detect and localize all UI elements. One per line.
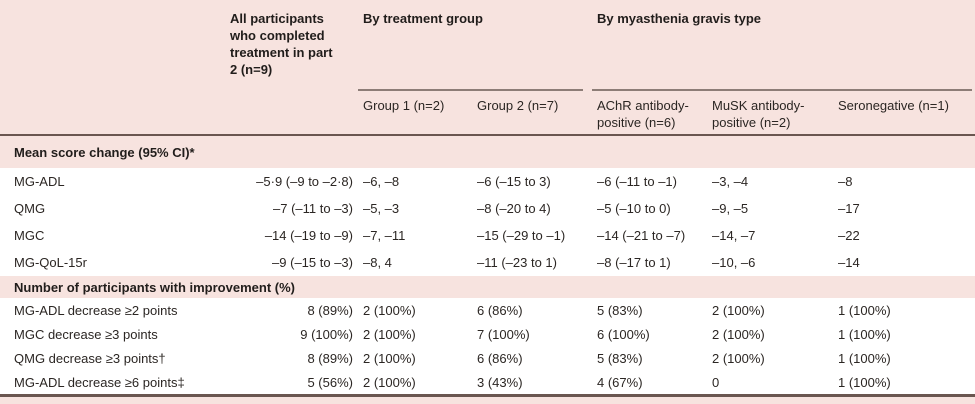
cell-value: –8 (–20 to 4) xyxy=(477,201,551,216)
cell-value: 3 (43%) xyxy=(477,374,523,390)
cell-value: –3, –4 xyxy=(712,174,749,189)
table-footer-strip xyxy=(0,397,975,404)
row-label: QMG decrease ≥3 points† xyxy=(14,350,166,366)
cell-value: –17 xyxy=(838,201,860,216)
table-row: MGC decrease ≥3 points 9 (100%) 2 (100%)… xyxy=(0,322,975,346)
treatment-group-spanner-rule xyxy=(358,89,583,91)
cell-value: –14 (–21 to –7) xyxy=(597,228,686,243)
cell-value: 8 (89%) xyxy=(307,302,353,318)
cell-value: –14, –7 xyxy=(712,228,756,243)
table-row: QMG decrease ≥3 points† 8 (89%) 2 (100%)… xyxy=(0,346,975,370)
row-label: QMG xyxy=(14,201,46,216)
row-label: MG-QoL-15r xyxy=(14,255,87,270)
cell-value: –8, 4 xyxy=(363,255,392,270)
section-title-mean-score-change: Mean score change (95% CI)* xyxy=(0,136,975,168)
cell-value: –9 (–15 to –3) xyxy=(272,255,353,270)
subcolumn-header-achr: AChR antibody-positive (n=6) xyxy=(597,98,689,130)
table-header-band: All participants who completed treatment… xyxy=(0,0,975,134)
column-header-all-participants: All participants who completed treatment… xyxy=(230,11,333,77)
cell-value: 2 (100%) xyxy=(712,350,765,366)
cell-value: –6 (–15 to 3) xyxy=(477,174,551,189)
table-row: MG-QoL-15r –9 (–15 to –3) –8, 4 –11 (–23… xyxy=(0,249,975,276)
table-row: MGC –14 (–19 to –9) –7, –11 –15 (–29 to … xyxy=(0,222,975,249)
cell-value: –5 (–10 to 0) xyxy=(597,201,671,216)
table-row: QMG –7 (–11 to –3) –5, –3 –8 (–20 to 4) … xyxy=(0,195,975,222)
row-label: MGC decrease ≥3 points xyxy=(14,326,158,342)
column-group-header-treatment: By treatment group xyxy=(363,11,483,26)
cell-value: 6 (100%) xyxy=(597,326,650,342)
subcolumn-header-musk: MuSK antibody-positive (n=2) xyxy=(712,98,805,130)
cell-value: –7, –11 xyxy=(363,228,406,243)
column-group-header-mg-type: By myasthenia gravis type xyxy=(597,11,762,26)
cell-value: –22 xyxy=(838,228,860,243)
row-label: MG-ADL decrease ≥6 points‡ xyxy=(14,374,185,390)
subcolumn-header-group2: Group 2 (n=7) xyxy=(477,98,559,113)
cell-value: 1 (100%) xyxy=(838,350,891,366)
table-top-rule xyxy=(0,134,975,136)
cell-value: 5 (56%) xyxy=(307,374,353,390)
cell-value: 2 (100%) xyxy=(363,374,416,390)
cell-value: 1 (100%) xyxy=(838,374,891,390)
row-label: MGC xyxy=(14,228,45,243)
cell-value: 2 (100%) xyxy=(363,326,416,342)
cell-value: 5 (83%) xyxy=(597,350,643,366)
cell-value: 2 (100%) xyxy=(712,326,765,342)
row-label: MG-ADL xyxy=(14,174,65,189)
mg-type-spanner-rule xyxy=(592,89,972,91)
section-improvement-rows: MG-ADL decrease ≥2 points 8 (89%) 2 (100… xyxy=(0,298,975,394)
cell-value: 4 (67%) xyxy=(597,374,643,390)
cell-value: 2 (100%) xyxy=(363,350,416,366)
cell-value: 1 (100%) xyxy=(838,326,891,342)
cell-value: 1 (100%) xyxy=(838,302,891,318)
cell-value: 2 (100%) xyxy=(712,302,765,318)
cell-value: –9, –5 xyxy=(712,201,749,216)
cell-value: –11 (–23 to 1) xyxy=(477,255,557,270)
cell-value: 5 (83%) xyxy=(597,302,643,318)
cell-value: –15 (–29 to –1) xyxy=(477,228,566,243)
cell-value: 0 xyxy=(712,374,720,390)
cell-value: –5, –3 xyxy=(363,201,400,216)
cell-value: –14 (–19 to –9) xyxy=(264,228,353,243)
table-row: MG-ADL –5·9 (–9 to –2·8) –6, –8 –6 (–15 … xyxy=(0,168,975,195)
cell-value: –8 (–17 to 1) xyxy=(597,255,671,270)
subcolumn-header-seronegative: Seronegative (n=1) xyxy=(838,98,949,113)
cell-value: 2 (100%) xyxy=(363,302,416,318)
cell-value: –7 (–11 to –3) xyxy=(273,201,353,216)
cell-value: –14 xyxy=(838,255,860,270)
table-bottom-rule xyxy=(0,394,975,397)
cell-value: 6 (86%) xyxy=(477,302,523,318)
cell-value: –10, –6 xyxy=(712,255,756,270)
cell-value: –6, –8 xyxy=(363,174,400,189)
subcolumn-header-group1: Group 1 (n=2) xyxy=(363,98,445,113)
section-title-participants-improvement: Number of participants with improvement … xyxy=(0,276,975,298)
cell-value: 7 (100%) xyxy=(477,326,530,342)
table-row: MG-ADL decrease ≥6 points‡ 5 (56%) 2 (10… xyxy=(0,370,975,394)
row-label: MG-ADL decrease ≥2 points xyxy=(14,302,178,318)
cell-value: –5·9 (–9 to –2·8) xyxy=(256,174,353,189)
cell-value: 8 (89%) xyxy=(307,350,353,366)
section-mean-score-rows: MG-ADL –5·9 (–9 to –2·8) –6, –8 –6 (–15 … xyxy=(0,168,975,276)
cell-value: 6 (86%) xyxy=(477,350,523,366)
cell-value: 9 (100%) xyxy=(300,326,353,342)
table-row: MG-ADL decrease ≥2 points 8 (89%) 2 (100… xyxy=(0,298,975,322)
cell-value: –8 xyxy=(838,174,853,189)
cell-value: –6 (–11 to –1) xyxy=(597,174,677,189)
